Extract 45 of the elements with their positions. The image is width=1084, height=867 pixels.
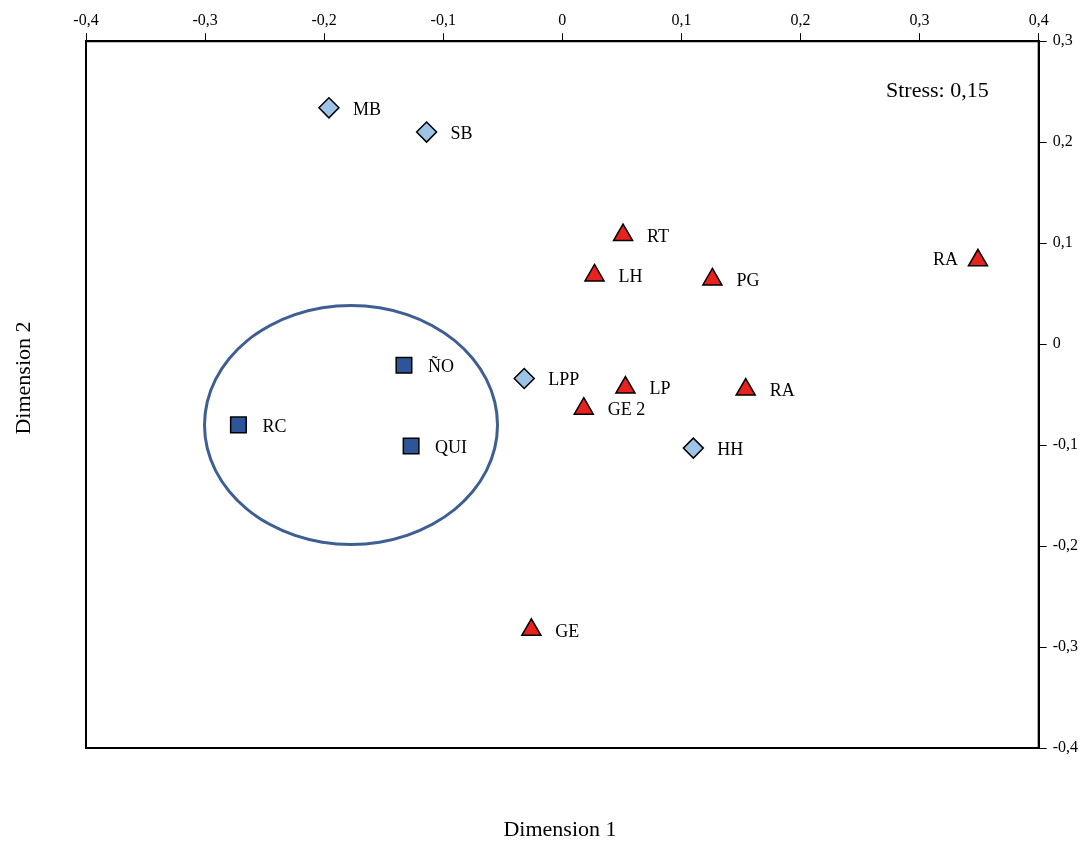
annotation: Stress: 0,15 bbox=[885, 76, 989, 102]
x-tick-label: -0,1 bbox=[430, 10, 456, 28]
point bbox=[702, 267, 723, 286]
x-tick-label: 0,3 bbox=[909, 10, 930, 28]
point bbox=[521, 618, 542, 637]
point bbox=[612, 223, 634, 242]
annotation: PG bbox=[736, 270, 760, 291]
point bbox=[584, 263, 605, 282]
annotation: RT bbox=[647, 225, 669, 246]
x-tick-label: -0,2 bbox=[311, 10, 337, 28]
y-tick-label: 0,3 bbox=[1052, 31, 1073, 49]
annotation: RC bbox=[262, 415, 287, 436]
x-tick-label: 0,2 bbox=[790, 10, 811, 28]
x-axis-title: Dimension 1 bbox=[502, 816, 618, 842]
x-tick-label: -0,3 bbox=[192, 10, 218, 28]
point bbox=[415, 121, 438, 143]
point bbox=[318, 97, 340, 119]
annotation: GE 2 bbox=[607, 399, 646, 420]
annotation: SB bbox=[450, 122, 473, 143]
annotation: HH bbox=[717, 438, 744, 459]
y-tick-label: 0,1 bbox=[1052, 233, 1073, 251]
y-tick-label: -0,4 bbox=[1052, 738, 1078, 756]
annotation: LPP bbox=[548, 369, 580, 390]
y-tick-label: -0,1 bbox=[1052, 435, 1078, 453]
y-tick-label: -0,2 bbox=[1052, 536, 1078, 554]
annotation: RA bbox=[932, 249, 958, 270]
point bbox=[735, 377, 756, 396]
annotation: LP bbox=[649, 378, 671, 399]
y-tick-label: 0 bbox=[1052, 334, 1061, 352]
y-axis-title: Dimension 2 bbox=[10, 321, 36, 435]
x-tick-label: 0,1 bbox=[671, 10, 692, 28]
annotation: ÑO bbox=[427, 355, 454, 377]
point bbox=[967, 248, 989, 267]
annotation: QUI bbox=[435, 436, 468, 457]
x-tick-label: 0,4 bbox=[1028, 10, 1049, 28]
annotation: GE bbox=[555, 620, 580, 641]
annotation: MB bbox=[352, 98, 381, 119]
annotation: RA bbox=[769, 380, 795, 401]
annotation: LH bbox=[618, 266, 643, 287]
point bbox=[615, 375, 636, 394]
x-tick-label: 0 bbox=[558, 10, 567, 28]
y-tick-label: -0,3 bbox=[1052, 637, 1078, 655]
y-tick-label: 0,2 bbox=[1052, 132, 1073, 150]
x-tick-label: -0,4 bbox=[73, 10, 99, 28]
point bbox=[573, 396, 595, 415]
